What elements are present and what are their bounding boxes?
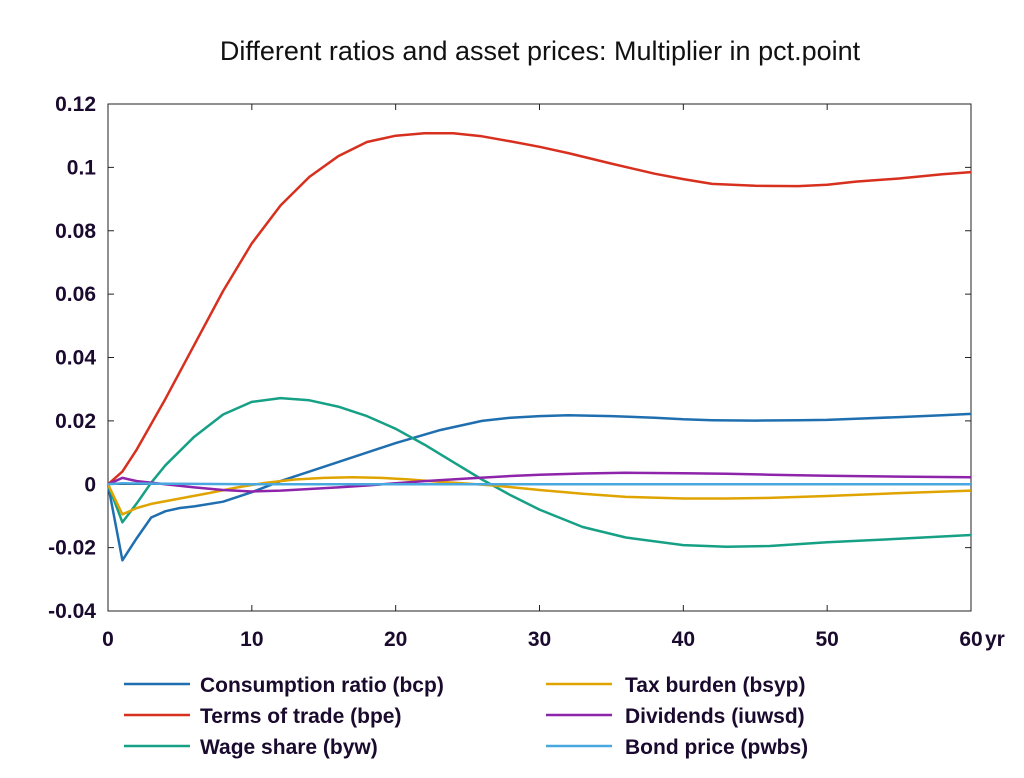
legend-label: Consumption ratio (bcp) (200, 674, 444, 697)
y-tick-label: 0.06 (55, 283, 96, 306)
series-line (106, 476, 972, 516)
series-line (107, 471, 972, 493)
legend-label: Bond price (pwbs) (625, 736, 808, 759)
x-tick-label: 30 (528, 628, 551, 651)
y-tick-label: 0.02 (55, 410, 96, 433)
x-tick-label: 50 (815, 628, 838, 651)
x-tick-label: 10 (240, 628, 263, 651)
series-line (107, 131, 972, 486)
x-unit-label: yr (985, 628, 1005, 651)
y-axis: -0.04 -0.02 0 0.02 0.04 0.06 0.08 0.1 0.12 (48, 93, 971, 623)
plot-area (107, 103, 972, 612)
y-tick-label: 0.04 (55, 347, 96, 370)
legend-label: Tax burden (bsyp) (625, 674, 805, 697)
y-tick-label: -0.04 (48, 600, 96, 623)
y-tick-label: 0.08 (55, 220, 96, 243)
legend-label: Terms of trade (bpe) (200, 705, 401, 728)
legend: Consumption ratio (bcp) Terms of trade (b… (124, 674, 808, 759)
series-line (106, 412, 972, 562)
chart-title: Different ratios and asset prices: Multi… (220, 36, 861, 66)
legend-label: Dividends (iuwsd) (625, 705, 805, 728)
x-tick-label: 20 (384, 628, 407, 651)
y-tick-label: 0.12 (55, 93, 96, 116)
legend-label: Wage share (byw) (200, 736, 378, 759)
y-tick-label: 0 (84, 473, 96, 496)
x-axis: 0 10 20 30 40 50 60 yr (102, 104, 1005, 651)
plot-frame (107, 103, 972, 612)
y-tick-label: -0.02 (48, 537, 96, 560)
series-line (107, 482, 971, 486)
x-tick-label: 40 (672, 628, 695, 651)
y-tick-label: 0.1 (67, 156, 97, 179)
series-layer (106, 131, 972, 562)
series-line (106, 396, 972, 548)
x-tick-label: 0 (102, 628, 114, 651)
x-tick-label: 60 (959, 628, 982, 651)
